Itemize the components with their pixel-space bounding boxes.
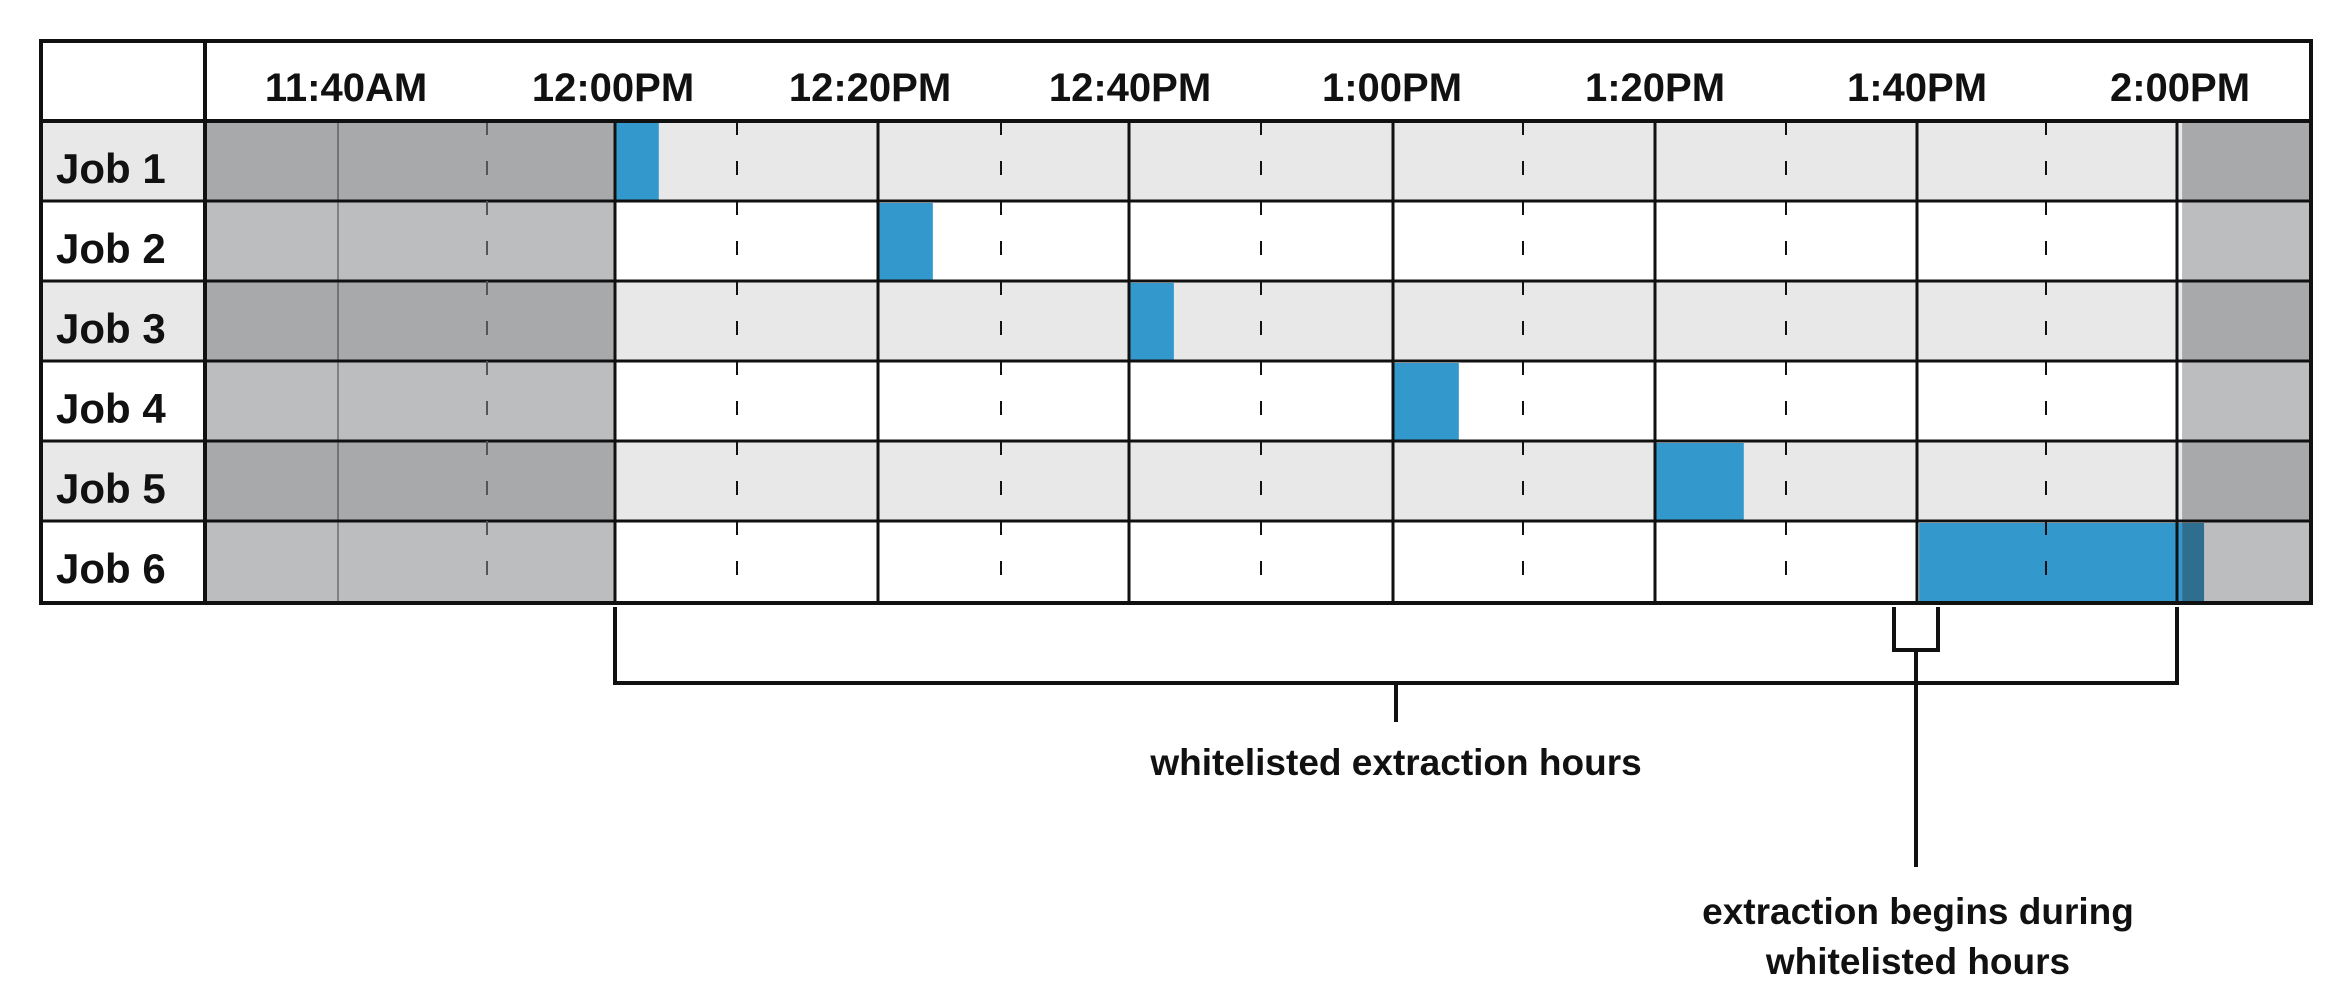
- whitelist-window-cell: [615, 441, 2183, 521]
- job-bar-overflow: [2182, 523, 2205, 601]
- job-bar: [615, 123, 659, 201]
- job-label: Job 1: [56, 145, 166, 192]
- extraction-start-bracket: [1892, 607, 1940, 867]
- job-label: Job 6: [56, 545, 166, 592]
- outside-window-cell: [205, 361, 615, 441]
- job-label: Job 2: [56, 225, 166, 272]
- job-label: Job 3: [56, 305, 166, 352]
- outside-window-cell: [2182, 201, 2311, 281]
- job-label: Job 4: [56, 385, 166, 432]
- job-bar: [1393, 363, 1459, 441]
- time-label: 12:40PM: [1049, 66, 1211, 110]
- time-label: 1:40PM: [1847, 66, 1987, 110]
- extraction-begins-label-line1: extraction begins during: [1702, 891, 2134, 932]
- header-background: [41, 41, 2311, 121]
- outside-window-cell: [205, 281, 615, 361]
- whitelisted-label: whitelisted extraction hours: [1149, 742, 1641, 783]
- job-label-cell: [41, 201, 205, 281]
- table-border: [39, 39, 2313, 605]
- whitelist-window-cell: [615, 281, 2183, 361]
- job-bar: [878, 203, 933, 281]
- time-label: 1:20PM: [1585, 66, 1725, 110]
- outside-window-cell: [205, 441, 615, 521]
- job-bar: [1656, 443, 1744, 521]
- outside-window-cell: [2182, 441, 2311, 521]
- outside-window-cell: [2182, 281, 2311, 361]
- job-labels: Job 1 Job 2 Job 3 Job 4 Job 5 Job 6: [56, 145, 166, 592]
- job-bar: [1919, 523, 2183, 601]
- row-backgrounds: [41, 41, 2311, 601]
- outside-window-cell: [205, 521, 615, 601]
- outside-window-cell: [205, 201, 615, 281]
- extraction-begins-label-line2: whitelisted hours: [1765, 941, 2070, 982]
- job-label-cell: [41, 121, 205, 201]
- job-bars: [615, 123, 2205, 601]
- whitelist-window-cell: [615, 201, 2183, 281]
- outside-window-cell: [2182, 121, 2311, 201]
- time-label: 11:40AM: [265, 66, 427, 110]
- time-label: 12:00PM: [532, 66, 694, 110]
- table-frame: [39, 39, 2313, 605]
- job-label-cell: [41, 281, 205, 361]
- whitelist-window-cell: [615, 121, 2183, 201]
- whitelisted-hours-bracket: [613, 607, 2179, 722]
- time-label: 2:00PM: [2110, 66, 2250, 110]
- job-label-cell: [41, 521, 205, 601]
- job-label-cell: [41, 441, 205, 521]
- outside-window-cell: [205, 121, 615, 201]
- job-label-cell: [41, 361, 205, 441]
- time-axis-labels: 11:40AM 12:00PM 12:20PM 12:40PM 1:00PM 1…: [265, 66, 2250, 110]
- job-bar: [1130, 283, 1174, 361]
- time-label: 12:20PM: [789, 66, 951, 110]
- grid-lines: [41, 121, 2311, 603]
- time-label: 1:00PM: [1322, 66, 1462, 110]
- outside-window-cell: [2182, 361, 2311, 441]
- job-label: Job 5: [56, 465, 166, 512]
